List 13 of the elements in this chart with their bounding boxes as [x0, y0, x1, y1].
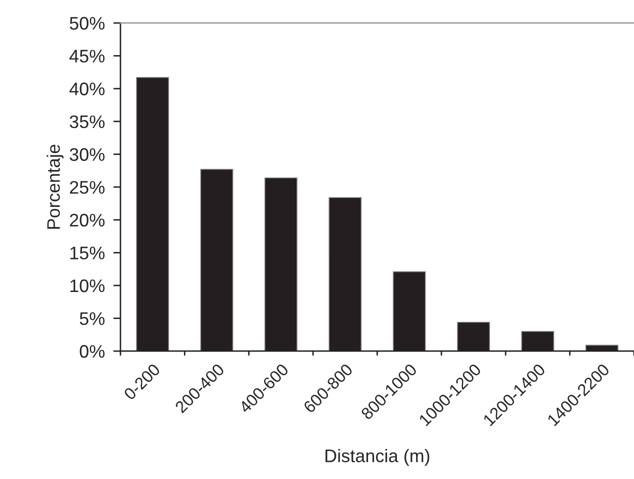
- y-tick-label: 10%: [70, 279, 105, 292]
- y-tick-label: 40%: [69, 82, 105, 96]
- y-tick-label: 50%: [70, 16, 105, 30]
- y-axis-title: Porcentaje: [46, 144, 64, 229]
- y-tick-label: 15%: [70, 246, 105, 260]
- y-tick-label: 25%: [70, 180, 105, 194]
- y-tick-label: 5%: [80, 312, 105, 326]
- x-axis-title: Distancia (m): [326, 449, 430, 466]
- y-tick-label: 35%: [70, 115, 105, 128]
- y-tick-label: 30%: [70, 148, 105, 161]
- y-tick-label: 0%: [80, 345, 105, 358]
- y-tick-label: 20%: [70, 214, 105, 227]
- y-tick-label: 45%: [69, 50, 105, 63]
